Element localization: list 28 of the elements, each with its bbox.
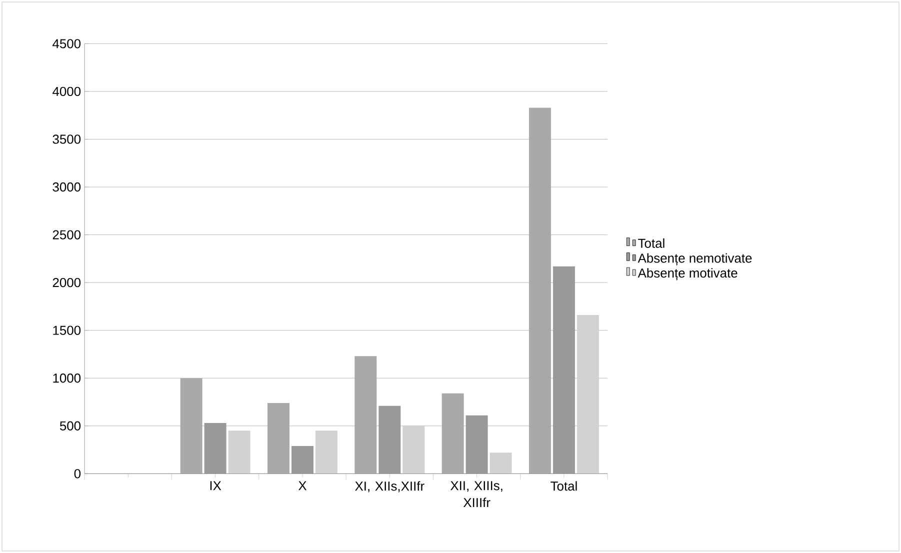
y-tick-label: 4000 [52,86,81,96]
x-tick-label: Total [550,481,577,491]
x-tick-label: X [298,481,307,490]
x-tick-label: IX [210,481,222,490]
y-tick-label: 500 [60,421,81,430]
y-tick-label: 1000 [53,374,81,383]
bar [490,452,512,474]
bar [576,315,599,474]
y-tick-label: 4500 [52,39,81,48]
bar [378,406,401,474]
y-tick-label: 2500 [52,230,81,240]
y-tick-label: 3500 [52,134,81,144]
x-tick-label: XI, XIIs,XIIfr [355,481,424,492]
legend-label: Absențe motivate [638,268,738,280]
legend-label: Total [638,238,664,248]
bar [466,415,488,474]
bar [315,430,338,474]
bar [552,266,575,474]
bar [228,430,250,474]
y-tick-label: 0 [74,469,81,478]
bar [402,426,425,474]
y-tick-label: 3000 [52,182,81,192]
legend-label: Absențe nemotivate [638,253,752,266]
y-tick-label: 2000 [52,278,81,288]
bar [204,423,226,474]
y-tick-label: 1500 [53,326,81,335]
x-tick-label: XII, XIIIs, XIIIfr [450,481,502,508]
bar [291,446,314,474]
